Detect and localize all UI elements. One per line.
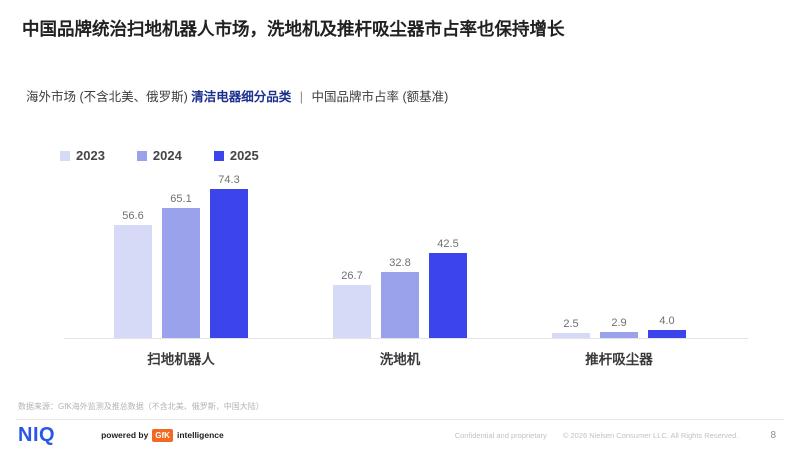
gfk-intelligence-label: intelligence	[176, 430, 224, 440]
legend-item-2024: 2024	[136, 148, 182, 163]
subtitle-prefix: 海外市场 (不含北美、俄罗斯)	[26, 90, 192, 104]
bar-2024	[600, 332, 638, 338]
footer-bar: NIQ powered by GfK intelligence Confiden…	[0, 420, 800, 450]
bar-2023	[333, 284, 371, 338]
legend-label: 2023	[76, 148, 105, 163]
bar-wrap: 26.7	[333, 172, 371, 338]
bar-value-label: 2.9	[611, 317, 627, 330]
bar-group: 26.7 32.8 42.5	[333, 172, 467, 338]
bar-value-label: 65.1	[170, 192, 192, 205]
data-source-footnote: 数据来源：GfK海外监测及推总数据（不含北美、俄罗斯，中国大陆）	[18, 402, 264, 411]
category-labels-row: 扫地机器人 洗地机 推杆吸尘器	[0, 348, 800, 368]
niq-logo: NIQ	[18, 423, 56, 446]
bar-value-label: 2.5	[563, 318, 579, 330]
bar-2024	[162, 207, 200, 338]
legend-swatch	[213, 150, 224, 161]
legend-label: 2025	[229, 148, 259, 163]
category-label: 洗地机	[379, 352, 421, 367]
subtitle-highlight: 清洁电器细分品类	[191, 90, 292, 104]
bar-wrap: 2.9	[600, 172, 638, 338]
bar-value-label: 74.3	[218, 174, 240, 187]
bar-2025	[210, 189, 248, 338]
subtitle-separator: |	[299, 90, 304, 104]
bar-2025	[429, 253, 467, 338]
legend-swatch	[60, 150, 70, 161]
bar-value-label: 32.8	[389, 257, 411, 270]
bar-value-label: 26.7	[341, 269, 363, 282]
bar-chart-plot: 56.6 65.1 74.3 26.7 32.8 42.5 2.5 2.9 4.0	[0, 172, 800, 338]
bar-wrap: 4.0	[648, 172, 686, 338]
legend-label: 2024	[152, 148, 182, 163]
bar-wrap: 2.5	[552, 172, 590, 338]
bar-group: 56.6 65.1 74.3	[114, 172, 248, 338]
chart-legend: 2023 2024 2025	[60, 148, 259, 163]
bar-wrap: 32.8	[381, 172, 419, 338]
subtitle-suffix: 中国品牌市占率 (额基准)	[311, 90, 449, 104]
bar-value-label: 4.0	[659, 315, 675, 327]
confidential-label: Confidential and proprietary	[454, 430, 547, 440]
powered-by-label: powered by	[101, 430, 149, 440]
bar-wrap: 65.1	[162, 172, 200, 338]
category-label: 扫地机器人	[147, 352, 215, 367]
bar-group: 2.5 2.9 4.0	[552, 172, 686, 338]
bar-value-label: 42.5	[437, 238, 459, 250]
bar-2024	[381, 272, 419, 338]
bar-2023	[114, 224, 152, 338]
x-axis-line	[64, 338, 748, 339]
slide-subtitle: 海外市场 (不含北美、俄罗斯) 清洁电器细分品类 | 中国品牌市占率 (额基准)	[26, 86, 448, 105]
gfk-logo: GfK	[152, 428, 173, 442]
legend-item-2023: 2023	[60, 148, 105, 163]
powered-by-gfk: powered by GfK intelligence	[101, 428, 224, 442]
copyright-label: © 2026 Nielsen Consumer LLC. All Rights …	[562, 430, 739, 440]
category-label: 推杆吸尘器	[585, 352, 653, 367]
bar-2023	[552, 333, 590, 338]
legend-swatch	[136, 150, 147, 161]
bar-wrap: 56.6	[114, 172, 152, 338]
bar-2025	[648, 330, 686, 338]
bar-wrap: 74.3	[210, 172, 248, 338]
slide-title: 中国品牌统治扫地机器人市场，洗地机及推杆吸尘器市占率也保持增长	[22, 19, 565, 39]
bar-value-label: 56.6	[122, 209, 144, 222]
bar-wrap: 42.5	[429, 172, 467, 338]
footer-divider	[16, 419, 784, 420]
page-number: 8	[770, 429, 776, 441]
legend-item-2025: 2025	[213, 148, 259, 163]
